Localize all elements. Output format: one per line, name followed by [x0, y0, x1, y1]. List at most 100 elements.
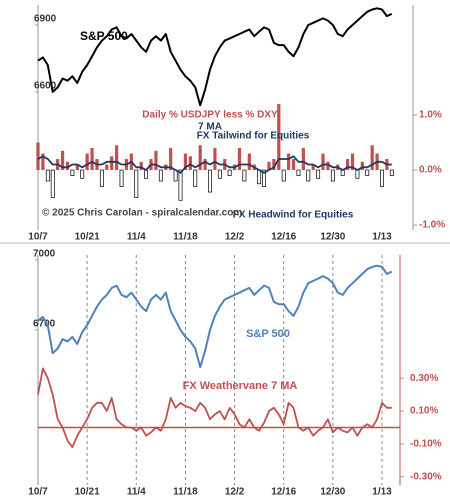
- bar: [272, 159, 276, 171]
- bar: [389, 169, 394, 176]
- bar: [247, 153, 251, 171]
- bar: [45, 169, 50, 182]
- x-tick-label: 11/4: [127, 232, 146, 243]
- x-tick-label: 1/13: [372, 232, 392, 243]
- bar: [85, 153, 89, 171]
- bar: [139, 161, 143, 171]
- line-series: [37, 7, 393, 107]
- annotation: © 2025 Chris Carolan - spiralcalendar.co…: [42, 208, 242, 219]
- bar: [158, 169, 163, 182]
- x-tick-label: 12/2: [225, 487, 245, 498]
- bar: [326, 161, 330, 171]
- annotation: FX Tailwind for Equities: [197, 131, 310, 142]
- bar: [115, 145, 119, 171]
- bar: [169, 148, 173, 171]
- bar: [380, 169, 384, 187]
- bar: [301, 148, 305, 171]
- bar: [198, 145, 202, 171]
- series-label: 7 MA: [198, 122, 222, 133]
- bar: [316, 169, 321, 179]
- line-series: [37, 155, 392, 174]
- x-tick-label: 11/18: [173, 232, 198, 243]
- bar: [281, 169, 286, 182]
- bar: [65, 161, 70, 171]
- bar: [321, 153, 325, 171]
- bar: [41, 153, 45, 171]
- x-tick-label: 1/13: [372, 487, 392, 498]
- bar: [178, 169, 183, 201]
- y-tick-label: 6900: [34, 14, 57, 25]
- bar: [287, 153, 291, 171]
- bar: [80, 169, 85, 179]
- bar: [277, 104, 281, 171]
- bar: [296, 169, 301, 176]
- bar: [134, 169, 139, 198]
- line-series: [37, 367, 392, 449]
- x-tick-label: 11/4: [127, 487, 146, 498]
- bar: [360, 161, 364, 171]
- bar: [242, 169, 247, 182]
- bar: [355, 169, 360, 179]
- bar: [262, 169, 267, 187]
- bar: [306, 169, 311, 182]
- x-tick-label: 12/2: [225, 232, 245, 243]
- bar: [70, 169, 75, 176]
- x-tick-label: 12/30: [320, 487, 345, 498]
- bar: [119, 169, 124, 187]
- bar: [193, 169, 198, 187]
- y-tick-label: 6600: [34, 81, 57, 92]
- annotation: FX Headwind for Equities: [233, 210, 354, 221]
- x-tick-label: 12/16: [271, 232, 296, 243]
- bar: [257, 169, 262, 185]
- bar: [267, 161, 271, 171]
- bar: [99, 169, 104, 187]
- x-tick-label: 10/7: [28, 232, 48, 243]
- x-tick-label: 12/30: [320, 232, 345, 243]
- y-tick-label: 7000: [33, 249, 56, 260]
- x-tick-label: 10/21: [75, 487, 100, 498]
- bar: [350, 153, 355, 171]
- bar: [75, 164, 79, 171]
- bar: [227, 169, 232, 176]
- bar: [36, 142, 40, 171]
- bar: [50, 169, 55, 198]
- y2-tick-label: 0.10%: [410, 406, 438, 417]
- bar: [173, 169, 178, 182]
- bar: [144, 169, 149, 179]
- bar: [188, 156, 192, 171]
- bar: [183, 153, 188, 171]
- bar: [365, 169, 370, 176]
- y2-tick-label: 0.0%: [419, 165, 442, 176]
- y2-tick-label: -1.0%: [419, 220, 445, 231]
- series-label: FX Weathervane 7 MA: [183, 380, 298, 392]
- bar: [154, 150, 158, 171]
- bar: [105, 164, 109, 171]
- bar: [370, 145, 374, 171]
- series-label: S&P 500: [246, 328, 290, 340]
- x-tick-label: 12/16: [271, 487, 296, 498]
- bar: [330, 169, 335, 182]
- series-label: Daily % USDJPY less % DXY: [142, 110, 278, 121]
- y2-tick-label: 0.30%: [410, 373, 438, 384]
- y-tick-label: 6700: [33, 319, 56, 330]
- bar: [217, 169, 222, 179]
- bar: [237, 148, 242, 171]
- bar: [213, 148, 217, 171]
- bar: [203, 159, 207, 171]
- bar: [110, 156, 114, 171]
- bar: [60, 150, 65, 171]
- bar: [208, 169, 212, 193]
- line-series: [37, 264, 393, 369]
- x-tick-label: 10/7: [28, 487, 48, 498]
- bar: [291, 159, 296, 171]
- y2-tick-label: 1.0%: [419, 110, 442, 121]
- bar: [346, 159, 350, 171]
- x-tick-label: 10/21: [75, 232, 100, 243]
- series-label: S&P 500: [80, 29, 128, 43]
- bar: [90, 148, 94, 171]
- y2-tick-label: -0.30%: [410, 471, 442, 482]
- x-tick-label: 11/18: [173, 487, 198, 498]
- y2-tick-label: -0.10%: [410, 439, 442, 450]
- bar: [311, 164, 315, 171]
